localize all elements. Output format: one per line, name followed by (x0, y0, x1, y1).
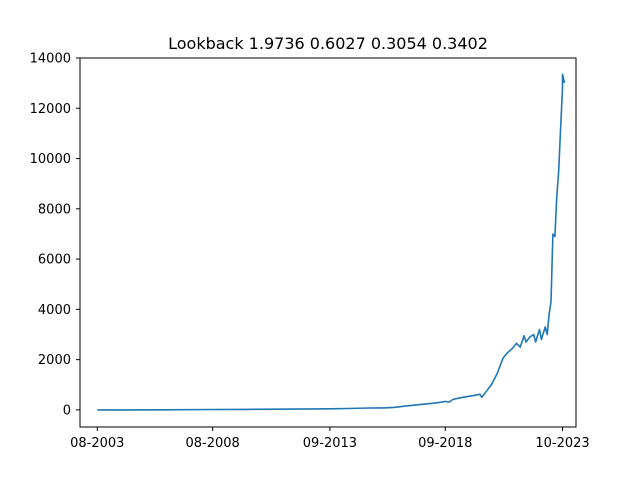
x-axis: 08-2003 08-2008 09-2013 09-2018 10-2023 (70, 427, 590, 451)
y-tick-label: 0 (63, 403, 71, 418)
x-tick-label: 09-2018 (418, 436, 472, 451)
y-tick-label: 6000 (38, 253, 71, 268)
y-axis: 0 2000 4000 6000 8000 10000 12000 14000 (30, 52, 80, 418)
x-tick-label: 08-2008 (185, 436, 239, 451)
y-tick-label: 2000 (38, 353, 71, 368)
y-tick-label: 4000 (38, 303, 71, 318)
series-line (97, 73, 566, 411)
chart-title: Lookback 1.9736 0.6027 0.3054 0.3402 (168, 34, 488, 53)
x-tick-label: 10-2023 (535, 436, 589, 451)
y-tick-label: 12000 (30, 102, 71, 117)
y-tick-label: 8000 (38, 202, 71, 217)
y-tick-label: 14000 (30, 52, 71, 67)
y-tick-label: 10000 (30, 152, 71, 167)
x-tick-label: 09-2013 (303, 436, 357, 451)
plot-area-frame (79, 57, 577, 428)
x-tick-label: 08-2003 (70, 436, 124, 451)
